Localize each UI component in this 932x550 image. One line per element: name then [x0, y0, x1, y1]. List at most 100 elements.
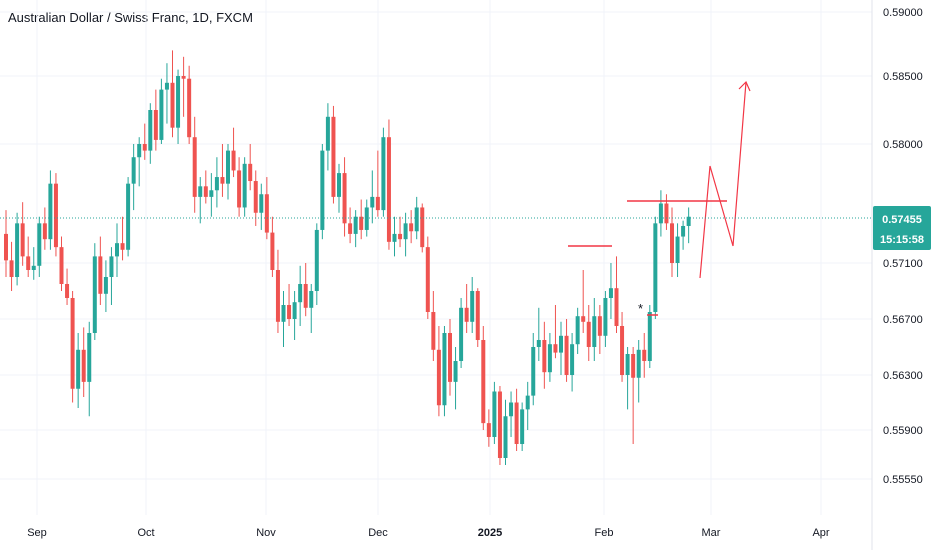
candle: [142, 123, 147, 160]
candle: [642, 333, 647, 378]
candle: [564, 319, 569, 382]
time-tick-label: Dec: [368, 527, 388, 539]
candle: [37, 216, 42, 277]
candle: [81, 327, 86, 397]
candle: [275, 249, 280, 333]
candle: [98, 236, 103, 305]
candle: [270, 216, 275, 277]
candle: [520, 402, 525, 451]
candle: [237, 157, 242, 217]
candle: [53, 173, 58, 257]
candle: [592, 298, 597, 361]
time-tick-label: Feb: [595, 527, 614, 539]
candle: [542, 321, 547, 389]
projection-arrowhead: [738, 80, 751, 92]
price-tick-label: 0.58500: [883, 71, 923, 83]
candle: [575, 307, 580, 354]
price-axis[interactable]: 0.59000 0.58500 0.58000 0.57100 0.56700 0.563…: [883, 7, 923, 486]
candle: [181, 56, 186, 117]
candle: [320, 144, 325, 240]
price-tick-label: 0.55550: [883, 474, 923, 486]
candle: [48, 170, 53, 250]
candle: [137, 137, 142, 187]
candle: [198, 177, 203, 224]
candle: [403, 212, 408, 257]
candle: [292, 291, 297, 340]
candle: [625, 347, 630, 410]
candle: [337, 163, 341, 213]
candle: [15, 212, 20, 286]
candle: [148, 103, 153, 164]
candle: [65, 268, 70, 305]
candle: [509, 391, 514, 437]
candle: [381, 127, 386, 217]
candle: [4, 210, 8, 277]
candle: [581, 270, 586, 333]
candle: [26, 236, 31, 277]
candle: [503, 399, 508, 465]
candle: [486, 409, 491, 447]
candle: [442, 326, 447, 417]
marker-asterisk: *: [638, 301, 643, 316]
candle: [586, 305, 591, 361]
candle: [248, 144, 253, 191]
candle: [492, 381, 497, 444]
candle: [375, 150, 380, 217]
candle: [675, 223, 680, 277]
candle: [370, 170, 375, 224]
candle: [658, 190, 663, 237]
candle: [636, 340, 641, 403]
price-tick-label: 0.55900: [883, 425, 923, 437]
candle: [386, 119, 391, 250]
candle: [20, 202, 25, 266]
candle: [159, 78, 164, 144]
candle: [242, 157, 247, 217]
candle: [203, 170, 208, 204]
candle: [164, 63, 169, 124]
candle: [253, 170, 258, 226]
chart-title: Australian Dollar / Swiss Franc, 1D, FXC…: [8, 10, 253, 25]
candle: [325, 103, 330, 171]
candle: [608, 263, 613, 319]
candle: [664, 194, 669, 230]
candle: [453, 347, 458, 410]
price-tick-label: 0.59000: [883, 7, 923, 19]
candle: [220, 144, 225, 197]
candle: [309, 284, 314, 333]
candle: [176, 69, 181, 144]
candle: [464, 284, 469, 333]
candle: [409, 210, 414, 244]
candle: [226, 144, 230, 200]
candle: [92, 243, 97, 340]
candle: [686, 207, 691, 244]
grid: [0, 0, 872, 515]
candle: [192, 116, 197, 213]
time-tick-label: 2025: [478, 527, 502, 539]
last-price-label: 0.57455: [882, 214, 922, 226]
candle: [126, 177, 131, 257]
candle: [414, 196, 419, 240]
candle: [115, 223, 119, 277]
candle: [59, 236, 64, 291]
candle: [353, 210, 358, 248]
candles: [4, 50, 691, 465]
candle: [514, 388, 519, 451]
candle: [87, 321, 92, 417]
price-tick-label: 0.56300: [883, 370, 923, 382]
candle: [614, 256, 619, 333]
price-tick-label: 0.58000: [883, 139, 923, 151]
time-axis[interactable]: Sep Oct Nov Dec 2025 Feb Mar Apr: [27, 527, 830, 539]
projection-path: [699, 81, 747, 279]
time-tick-label: Apr: [812, 527, 829, 539]
candle: [342, 157, 347, 237]
candle: [9, 241, 14, 291]
candle: [536, 307, 541, 361]
countdown-label: 15:15:58: [880, 234, 924, 246]
candle: [231, 127, 236, 178]
candle: [31, 247, 36, 280]
candle: [264, 177, 269, 240]
candle: [670, 207, 674, 277]
candle: [214, 157, 219, 208]
candle: [436, 326, 441, 417]
